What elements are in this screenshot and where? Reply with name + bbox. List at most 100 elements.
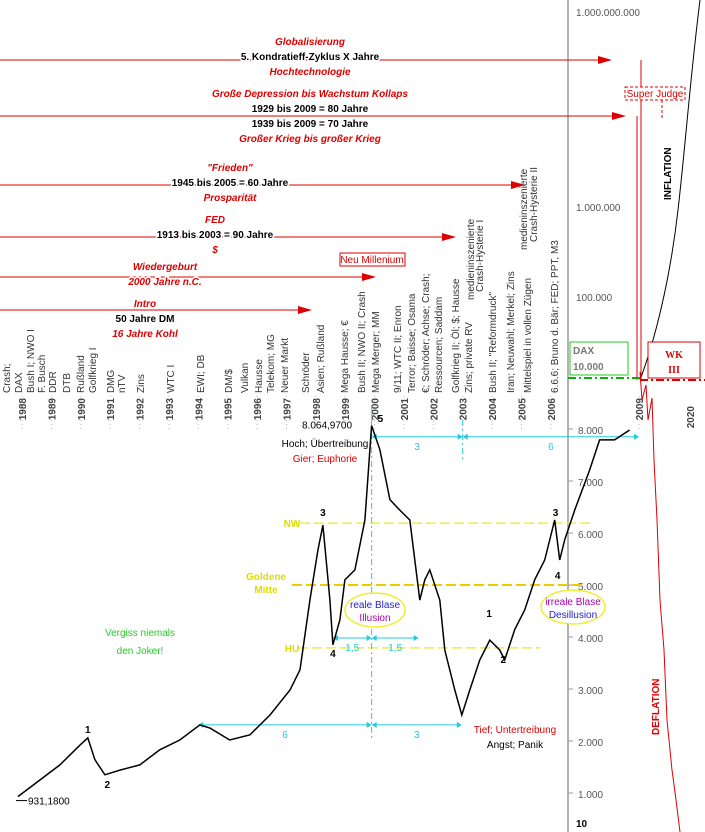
event-label: Golfkrieg I <box>88 347 99 393</box>
x-tick-label: 2020 <box>686 406 697 429</box>
level-label: NW <box>284 519 301 530</box>
event-label: Mittelspiel in vollen Zügen <box>523 278 534 393</box>
peak-label: 8.064,9700 <box>302 421 352 432</box>
wave-label: 1 <box>85 725 91 736</box>
y-tick-label: 2.000 <box>578 738 603 749</box>
event-label: Ressourcen; Saddam <box>434 297 445 393</box>
series-line <box>17 425 631 798</box>
bubble-label: Desillusion <box>549 610 597 621</box>
event-label: Terror; Baisse; Osama <box>407 293 418 393</box>
event-label: Mega Merger; MM <box>371 311 382 393</box>
cycle-text: Hochtechnologie <box>269 67 351 78</box>
war-box-label: III <box>668 365 680 376</box>
arrow-head <box>442 233 456 241</box>
wave-label: 5 <box>378 414 384 425</box>
war-box-label: WK <box>665 350 683 361</box>
media-note: medieninszenierte <box>519 168 530 250</box>
cycle-text: Globalisierung <box>275 37 345 48</box>
event-label: Zins <box>136 374 147 393</box>
y-tick-label: 4.000 <box>578 634 603 645</box>
event-label: €; Schröder; Achse; Crash; <box>421 273 432 393</box>
event-label: Telekom; MG <box>266 334 277 393</box>
y-tick-label: 8.000 <box>578 426 603 437</box>
deflation-label: DEFLATION <box>651 679 662 735</box>
wave-label: 3 <box>320 508 326 519</box>
dax-box-label: 10.000 <box>573 362 604 373</box>
wave-label: 4 <box>330 649 336 660</box>
cycle-text: 2000 Jahre n.C. <box>127 277 201 288</box>
x-tick-label: 2002 <box>429 398 440 421</box>
inflation-label: INFLATION <box>663 147 674 200</box>
span-head <box>371 635 419 642</box>
event-label: Mega Hausse; € <box>340 320 351 393</box>
event-label: WTC I <box>166 365 177 393</box>
wave-label: 2 <box>104 780 110 791</box>
upper-scale-label: 1.000.000 <box>576 203 621 214</box>
x-tick-label: 1995 <box>224 398 235 421</box>
bubble-label: reale Blase <box>350 600 400 611</box>
upper-scale-label: 10 <box>576 819 588 830</box>
event-label: Asien; Rußland <box>316 325 327 393</box>
span-label: 1,5 <box>388 643 402 654</box>
x-tick-label: 2001 <box>400 398 411 421</box>
arrow-head <box>362 273 376 281</box>
x-tick-label: 1999 <box>341 398 352 421</box>
x-tick-label: 2004 <box>488 398 499 421</box>
bubble <box>540 589 606 625</box>
event-label: Bush II; "Reformdruck" <box>488 292 499 393</box>
dax-box <box>569 341 629 376</box>
arrow-head <box>598 56 612 64</box>
event-label: Rußland <box>76 355 87 393</box>
event-label: Schröder <box>301 352 312 393</box>
media-note: Crash-Hysterie I <box>475 220 486 292</box>
event-label: EWI; DB <box>196 354 207 393</box>
war-box <box>647 341 701 379</box>
event-label: 6.6.6; Bruno d. Bär; FED; PPT, M3 <box>550 240 561 393</box>
cycle-text: $ <box>211 245 218 256</box>
super-judge: Super Judge <box>627 89 684 100</box>
event-label: Iran; Neuwahl; Merkel; Zins <box>506 271 517 393</box>
span-label: 3 <box>414 730 420 741</box>
span-label: 1,5 <box>345 643 359 654</box>
event-label: Bush II; NWO II; Crash <box>357 291 368 393</box>
span-label: 6 <box>282 730 288 741</box>
y-tick-label: 5.000 <box>578 582 603 593</box>
cycle-text: Große Depression bis Wachstum Kollaps <box>212 89 408 100</box>
upper-scale-label: 1.000.000.000 <box>576 8 640 19</box>
x-tick-label: 1997 <box>282 398 293 421</box>
arrow-head <box>612 112 626 120</box>
cycle-text: 1913 bis 2003 = 90 Jahre <box>157 230 274 241</box>
low-note: Angst; Panik <box>487 740 544 751</box>
span-label: 3 <box>414 442 420 453</box>
y-tick-label: 7.000 <box>578 478 603 489</box>
bubble-label: irreale Blase <box>545 597 601 608</box>
event-label: Golfkrieg II; Öl; $; Hausse <box>450 278 462 393</box>
event-label: DTB <box>62 373 73 393</box>
span-label: 6 <box>548 442 554 453</box>
level-label: Mitte <box>254 585 278 596</box>
super-judge-box <box>624 86 686 101</box>
cycle-text: 1939 bis 2009 = 70 Jahre <box>252 119 369 130</box>
x-tick-label: 2003 <box>459 398 470 421</box>
x-tick-label: 1988 <box>18 398 29 421</box>
cycle-text: Großer Krieg bis großer Krieg <box>239 134 381 145</box>
event-label: nTV <box>117 374 128 393</box>
event-label: DM/$ <box>224 369 235 393</box>
wave-label: 4 <box>555 571 561 582</box>
wave-label: 3 <box>553 508 559 519</box>
event-label: 9/11; WTC II; Enron <box>393 305 404 393</box>
wave-label: 1 <box>486 609 492 620</box>
millenium-box <box>339 252 406 267</box>
x-tick-label: 2006 <box>547 398 558 421</box>
arrow-head <box>298 306 312 314</box>
start-label: 931,1800 <box>28 797 70 808</box>
cycle-text: 50 Jahre DM <box>116 314 175 325</box>
joker-note: Vergiss niemals <box>105 628 175 639</box>
level-label: Goldene <box>246 572 286 583</box>
x-tick-label: 1990 <box>77 398 88 421</box>
dax-box-label: DAX <box>573 346 594 357</box>
event-label: Neuer Markt <box>280 338 291 393</box>
bubble <box>344 592 406 628</box>
